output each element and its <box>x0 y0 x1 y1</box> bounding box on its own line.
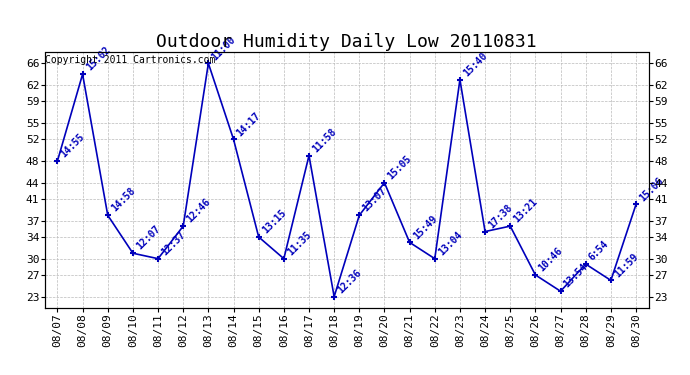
Text: 13:21: 13:21 <box>511 197 540 225</box>
Text: 13:04: 13:04 <box>436 230 464 257</box>
Text: 13:07: 13:07 <box>361 186 388 214</box>
Title: Outdoor Humidity Daily Low 20110831: Outdoor Humidity Daily Low 20110831 <box>157 33 537 51</box>
Text: 14:17: 14:17 <box>235 110 263 138</box>
Text: 13:54: 13:54 <box>562 262 590 290</box>
Text: 10:46: 10:46 <box>537 246 564 273</box>
Text: 11:58: 11:58 <box>310 126 338 154</box>
Text: 12:07: 12:07 <box>135 224 162 252</box>
Text: 12:46: 12:46 <box>185 197 213 225</box>
Text: Copyright 2011 Cartronics.com: Copyright 2011 Cartronics.com <box>46 55 216 65</box>
Text: 12:37: 12:37 <box>159 230 187 257</box>
Text: 6:54: 6:54 <box>587 239 611 263</box>
Text: 12:36: 12:36 <box>335 267 364 295</box>
Text: 15:49: 15:49 <box>411 213 439 241</box>
Text: 13:15: 13:15 <box>260 208 288 236</box>
Text: 17:38: 17:38 <box>486 202 514 230</box>
Text: 15:05: 15:05 <box>386 153 414 182</box>
Text: 11:59: 11:59 <box>612 251 640 279</box>
Text: 15:02: 15:02 <box>84 45 112 73</box>
Text: 11:35: 11:35 <box>285 230 313 257</box>
Text: 14:55: 14:55 <box>59 132 87 160</box>
Text: 14:58: 14:58 <box>109 186 137 214</box>
Text: 15:40: 15:40 <box>462 50 489 78</box>
Text: 15:06: 15:06 <box>638 175 665 203</box>
Text: 11:00: 11:00 <box>210 34 237 62</box>
